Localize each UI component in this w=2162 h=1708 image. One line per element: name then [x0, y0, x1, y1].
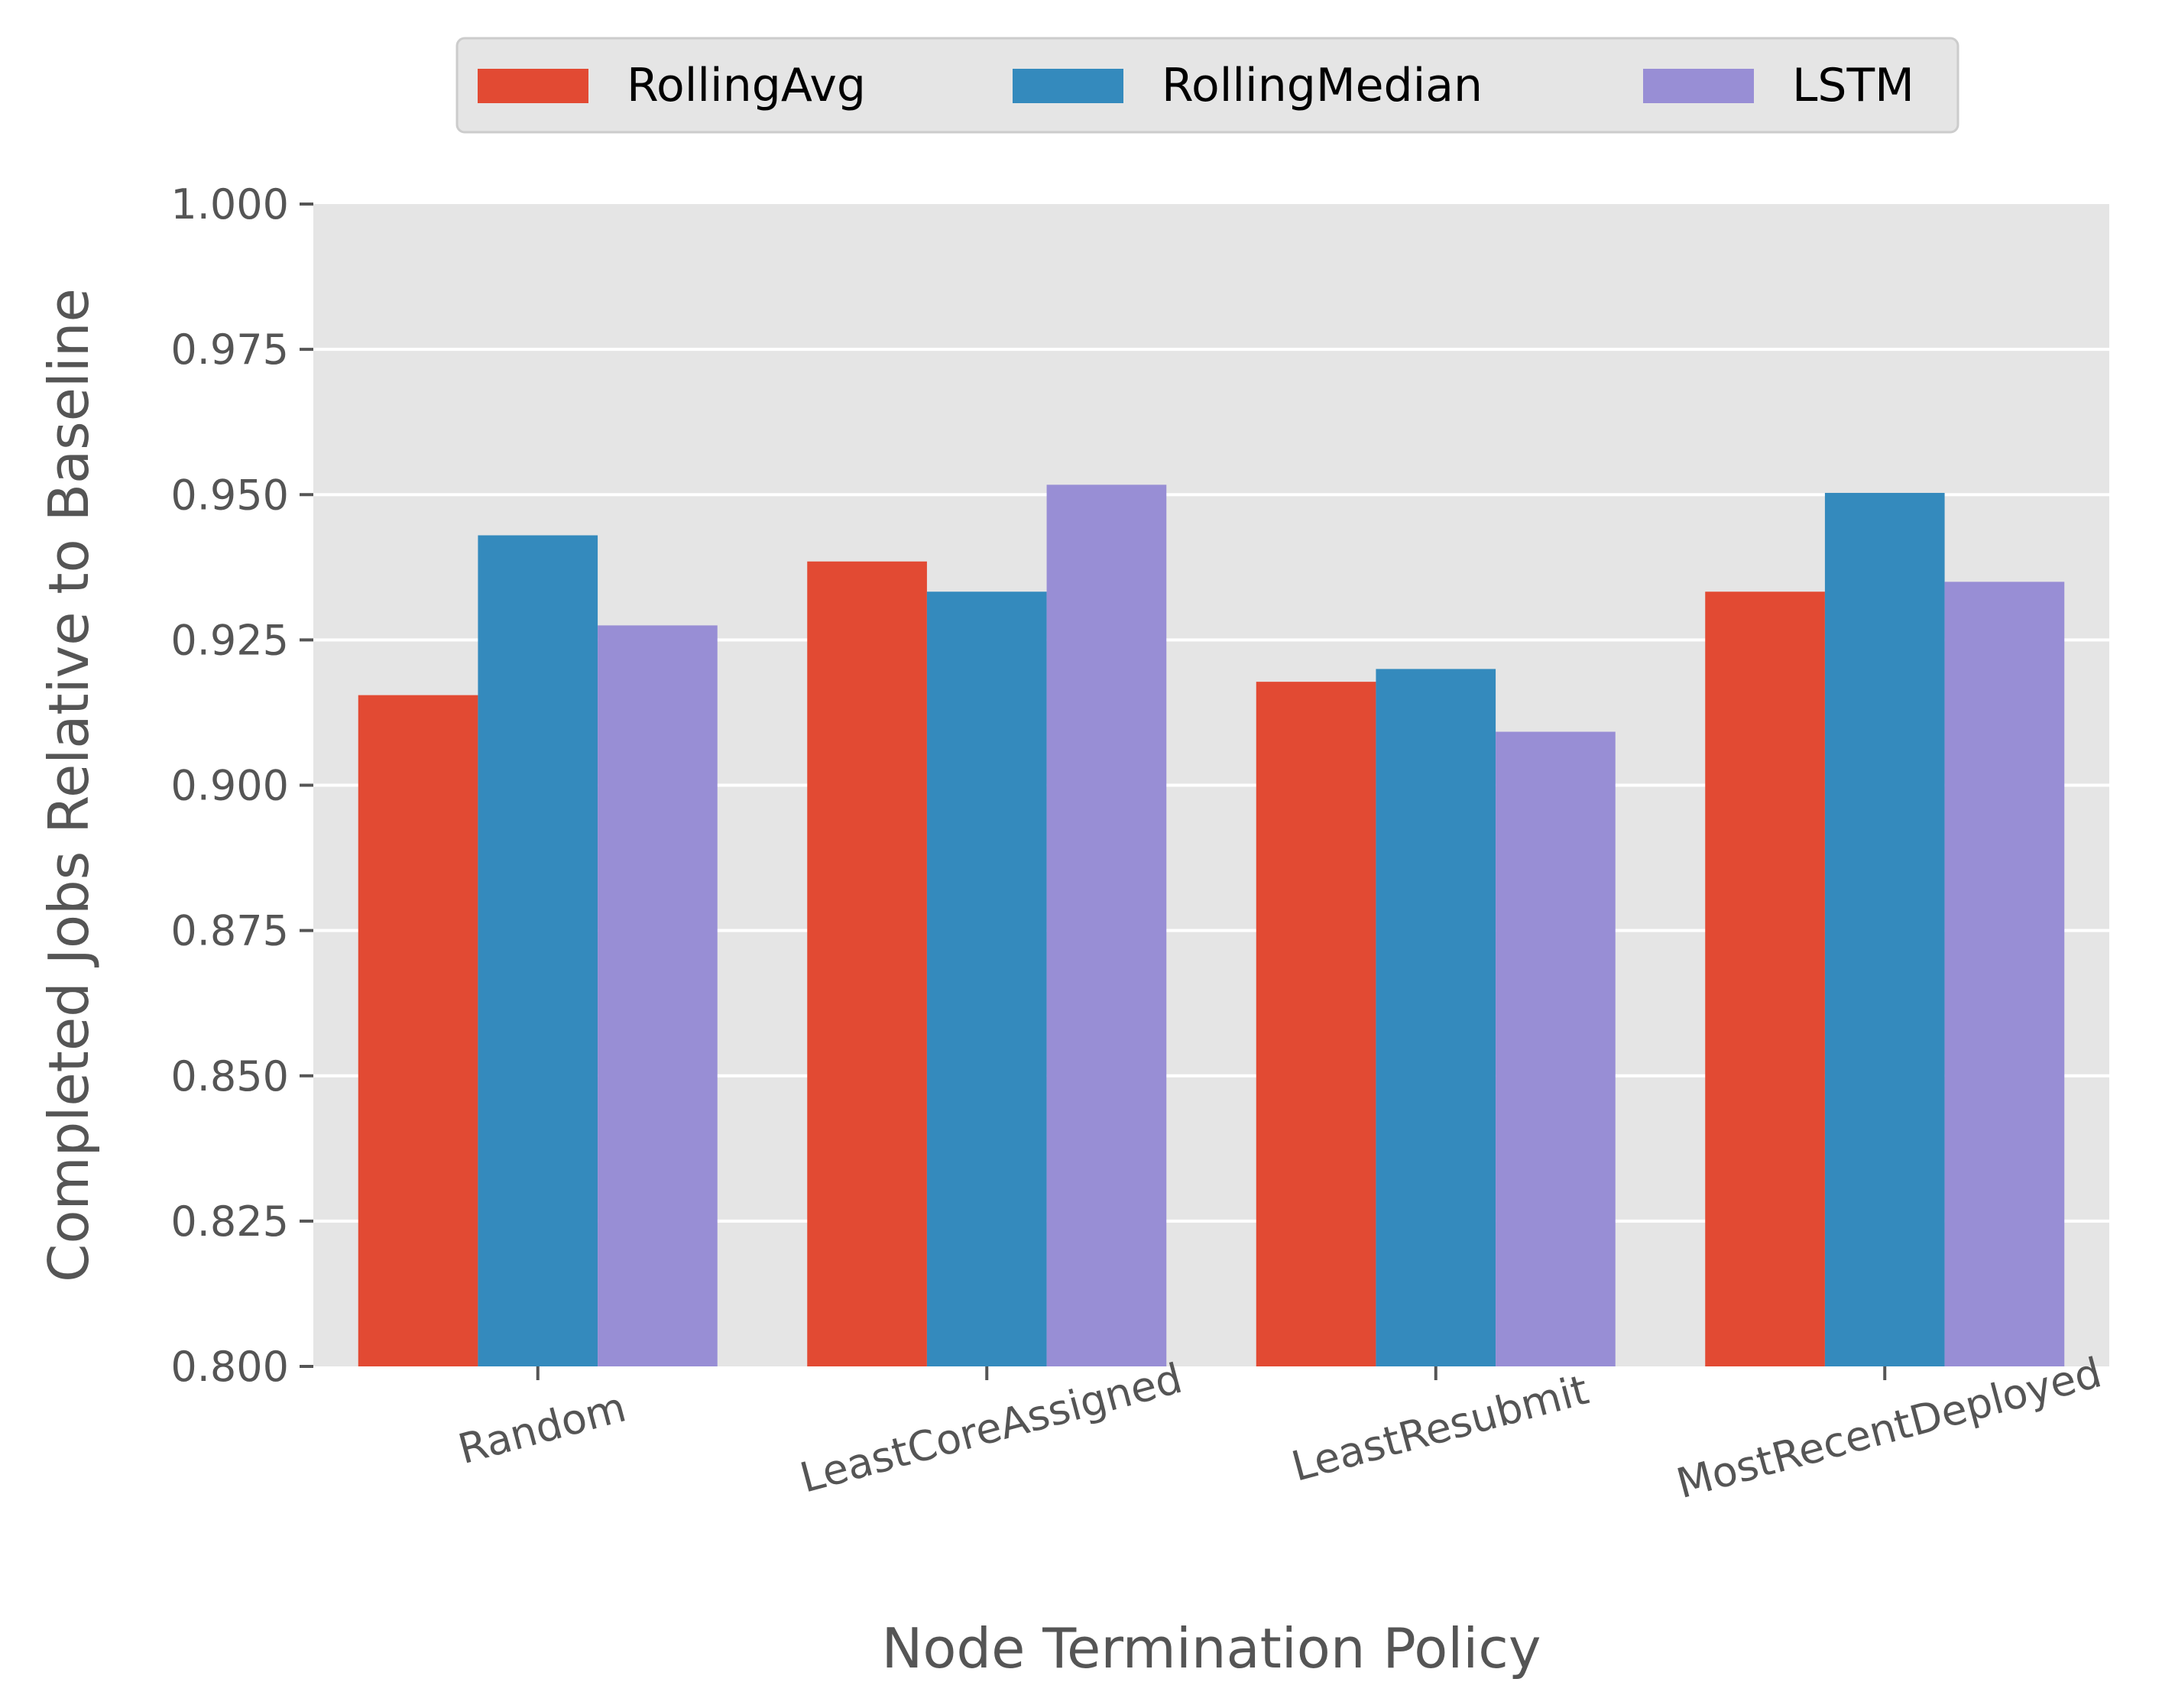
y-tick-label: 0.925 — [170, 616, 289, 664]
x-tick-label: LeastResubmit — [1287, 1366, 1593, 1491]
bars — [358, 485, 2065, 1367]
y-tick-label: 0.800 — [170, 1343, 289, 1391]
y-tick-label: 0.900 — [170, 762, 289, 810]
x-tick-label: Random — [453, 1382, 630, 1473]
y-tick-label: 0.975 — [170, 326, 289, 374]
legend-box — [455, 37, 1959, 134]
y-tick-label: 0.875 — [170, 907, 289, 955]
y-tick-label: 0.825 — [170, 1198, 289, 1246]
bar-lstm-random — [598, 625, 718, 1366]
legend-swatch — [1643, 69, 1754, 103]
x-axis-ticks: Random LeastCoreAssigned LeastResubmit Most… — [453, 1348, 2106, 1508]
bar-rollingavg-mostrecentdeployed — [1705, 591, 1825, 1366]
bar-lstm-mostrecentdeployed — [1944, 582, 2065, 1367]
bar-rollingmedian-leastcoreassigned — [926, 591, 1047, 1366]
legend-label: LSTM — [1792, 59, 1914, 112]
bar-rollingmedian-random — [478, 535, 598, 1366]
x-tick-label: MostRecentDeployed — [1671, 1348, 2106, 1508]
x-axis-title: Node Termination Policy — [882, 1616, 1541, 1680]
y-tick-label: 0.850 — [170, 1052, 289, 1100]
bar-rollingavg-random — [358, 695, 478, 1366]
y-tick-label: 1.000 — [170, 180, 289, 228]
bar-rollingavg-leastresubmit — [1256, 682, 1376, 1366]
y-tick-label: 0.950 — [170, 471, 289, 519]
legend-label: RollingMedian — [1162, 59, 1483, 112]
bar-lstm-leastresubmit — [1496, 731, 1616, 1366]
bar-rollingmedian-leastresubmit — [1376, 669, 1496, 1366]
bar-rollingmedian-mostrecentdeployed — [1824, 492, 1945, 1366]
legend-swatch — [1013, 69, 1123, 103]
legend: RollingAvg RollingMedian LSTM — [455, 37, 1959, 134]
bar-lstm-leastcoreassigned — [1046, 485, 1167, 1366]
legend-swatch — [478, 69, 588, 103]
x-tick-label: LeastCoreAssigned — [795, 1354, 1187, 1502]
legend-label: RollingAvg — [627, 59, 866, 112]
bar-rollingavg-leastcoreassigned — [807, 561, 927, 1366]
y-axis-title: Completed Jobs Relative to Baseline — [37, 288, 101, 1282]
y-axis-ticks: 0.800 0.825 0.850 0.875 0.900 0.925 0.950 0.975… — [170, 180, 313, 1391]
